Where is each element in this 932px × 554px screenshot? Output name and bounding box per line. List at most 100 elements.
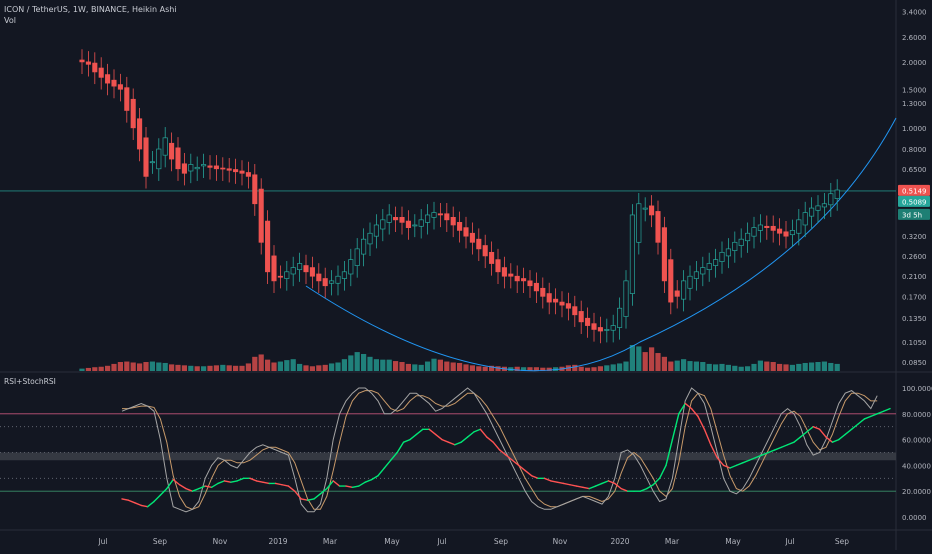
rsi-line-segment (671, 413, 680, 441)
volume-bar (92, 367, 98, 371)
rsi-tick-label: 40.0000 (902, 462, 931, 470)
candle-body (117, 84, 123, 90)
rsi-line-segment (319, 487, 328, 495)
candle-body (623, 280, 629, 317)
rsi-line-segment (326, 480, 334, 490)
volume-bar (764, 361, 770, 371)
volume-bar (354, 352, 360, 371)
candle-body (361, 238, 367, 255)
volume-bar (393, 361, 399, 371)
volume-bar (399, 362, 405, 371)
rsi-line-segment (178, 484, 187, 490)
candle-body (316, 273, 322, 282)
volume-bar (578, 366, 584, 371)
candle-body (226, 168, 232, 171)
rsi-line-segment (863, 415, 872, 420)
rsi-line-segment (166, 478, 174, 490)
volume-bar (79, 368, 85, 371)
candle-body (162, 137, 168, 156)
chart-legend: ICON / TetherUS, 1W, BINANCE, Heikin Ash… (4, 4, 177, 26)
rsi-line-segment (876, 410, 885, 415)
volume-bar (444, 361, 450, 371)
rsi-line-segment (479, 428, 488, 438)
volume-bar (706, 363, 712, 371)
rsi-line-segment (697, 415, 706, 430)
volume-label: Vol (4, 16, 16, 25)
rsi-line-segment (294, 490, 302, 500)
rsi-line-segment (415, 428, 424, 436)
rsi-line-segment (198, 485, 206, 490)
rsi-line-segment (780, 444, 789, 449)
candle-body (527, 280, 533, 287)
rsi-line-segment (639, 487, 648, 492)
candle-body (636, 203, 642, 243)
price-tick-label: 0.6500 (902, 166, 927, 174)
volume-bar (213, 365, 219, 371)
time-axis-label: Jul (436, 537, 446, 546)
price-tick-label: 2.0000 (902, 59, 927, 67)
volume-bar (149, 361, 155, 371)
candle-body (149, 161, 155, 164)
volume-bar (361, 353, 367, 371)
volume-bar (610, 364, 616, 371)
price-tick-label: 3.4000 (902, 8, 927, 16)
rsi-line-segment (255, 480, 264, 483)
rsi-line-segment (262, 481, 270, 485)
volume-bar (98, 366, 104, 371)
candle-body (540, 287, 546, 297)
candle-body (290, 267, 296, 275)
time-axis-label: Sep (835, 537, 849, 546)
candle-body (277, 275, 283, 278)
countdown-badge-bg (898, 208, 930, 220)
rsi-panel-label: RSI+StochRSI (4, 377, 56, 386)
rsi-line-segment (562, 482, 571, 486)
time-axis-label: Mar (323, 537, 338, 546)
rsi-line-segment (383, 459, 392, 469)
rsi-line-segment (313, 493, 322, 500)
volume-bar (322, 364, 328, 371)
candle-body (98, 67, 104, 78)
candle-body (674, 290, 680, 297)
candle-body (239, 170, 245, 174)
price-tick-label: 2.6000 (902, 34, 927, 42)
candle-body (706, 263, 712, 271)
rsi-line-segment (441, 438, 450, 443)
volume-bar (527, 367, 533, 371)
candle-body (482, 245, 488, 257)
volume-bar (457, 362, 463, 371)
rsi-line-segment (249, 477, 258, 482)
volume-bar (553, 367, 559, 371)
rsi-line-segment (607, 480, 616, 485)
volume-bar (777, 363, 783, 371)
volume-bar (533, 367, 539, 371)
time-axis-label: May (725, 537, 741, 546)
stoch-d-line (122, 390, 878, 510)
candle-body (194, 166, 200, 170)
rsi-line-segment (556, 481, 565, 485)
price-tick-label: 0.2600 (902, 253, 927, 261)
candle-body (828, 193, 834, 206)
candle-body (137, 118, 143, 150)
candle-body (175, 147, 181, 170)
rsi-line-segment (390, 451, 398, 461)
volume-bar (156, 362, 162, 371)
volume-bar (674, 360, 680, 371)
rsi-line-segment (575, 485, 584, 489)
volume-bar (655, 353, 661, 371)
rsi-line-segment (402, 438, 411, 443)
volume-bar (482, 366, 488, 371)
candle-body (124, 87, 130, 111)
volume-bar (290, 359, 296, 371)
candle-body (380, 219, 386, 230)
rsi-line-segment (300, 498, 309, 501)
candle-body (585, 317, 591, 326)
rsi-line-segment (332, 480, 341, 487)
rsi-line-segment (825, 436, 834, 443)
volume-bar (828, 362, 834, 371)
volume-bar (194, 366, 200, 371)
rsi-line-segment (831, 438, 840, 443)
rsi-line-segment (518, 464, 526, 472)
rsi-line-segment (646, 484, 654, 490)
